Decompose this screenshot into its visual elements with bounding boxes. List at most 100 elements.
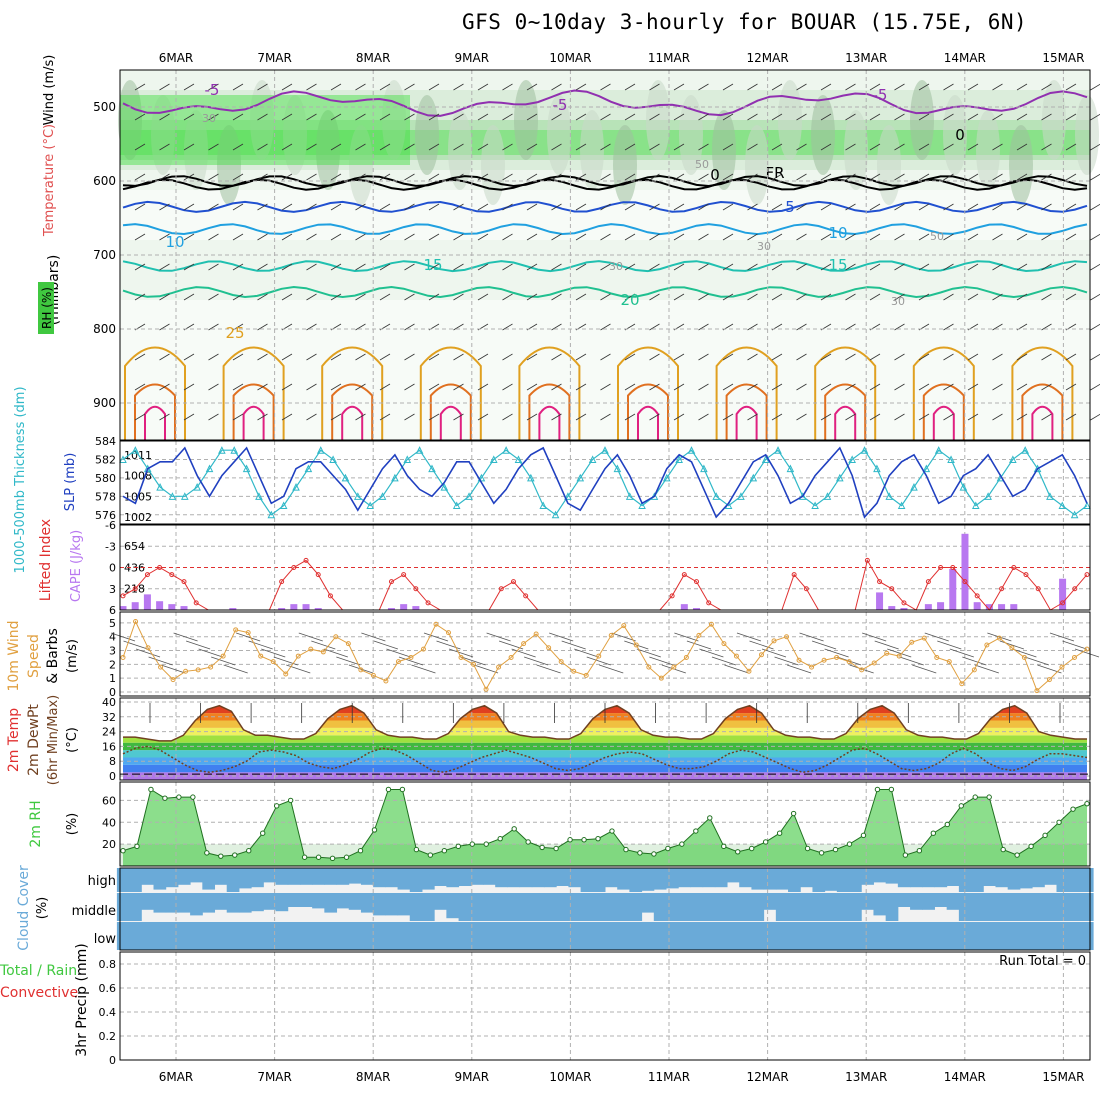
cape-bar <box>302 604 310 610</box>
cloud-bar-high <box>482 868 496 885</box>
thickness-marker <box>761 455 770 463</box>
wind-barb <box>134 353 146 361</box>
cloud-bar-low <box>373 922 386 950</box>
isotherm-25-lobe <box>124 346 186 440</box>
cloud-bar-high <box>556 868 569 886</box>
wind-barb <box>943 203 954 211</box>
temp-tick-label: 32 <box>102 711 116 724</box>
lifted-index-marker <box>669 593 675 599</box>
wind-barb <box>869 233 881 241</box>
surface-wind-barb <box>185 640 211 650</box>
wind-barb <box>428 383 440 391</box>
isotherm-line <box>122 89 1088 117</box>
surface-wind-barb <box>123 640 148 650</box>
wind-barb <box>477 413 489 421</box>
surface-wind-barb <box>448 648 474 658</box>
wind-barb <box>575 413 587 421</box>
cloud-bar-low <box>592 922 606 950</box>
wind-speed-marker <box>934 654 940 660</box>
lifted-index-panel <box>119 524 1091 611</box>
thickness-marker <box>292 482 300 491</box>
isotherm-35-lobe <box>538 405 561 440</box>
wind-barb <box>453 323 464 331</box>
wind-speed-marker <box>583 672 589 678</box>
wind-barb <box>526 353 538 361</box>
thickness-marker <box>514 455 523 463</box>
cloud-bar-high <box>348 868 362 884</box>
surface-wind-barb <box>887 648 912 658</box>
wind-barb <box>159 83 170 91</box>
rh-marker <box>693 828 699 834</box>
wind-barb <box>232 383 244 391</box>
precip-tick-label: 0.8 <box>99 958 117 971</box>
cloud-bar-high <box>202 868 216 890</box>
cloud-bar-middle <box>190 893 203 916</box>
wind-barb <box>183 293 195 301</box>
surface-wind-barb <box>949 648 974 658</box>
surface-wind-barb <box>1012 648 1037 658</box>
date-label-top: 9MAR <box>455 51 490 65</box>
wind-barb <box>649 83 660 91</box>
surface-wind-barb <box>999 640 1025 650</box>
cloud-bar-high <box>800 868 813 888</box>
temp-band <box>123 750 1087 758</box>
cloud-bar-low <box>251 922 264 950</box>
surface-wind-barb <box>824 648 849 658</box>
cloud-bar-high <box>824 868 838 891</box>
thickness-marker <box>860 446 869 454</box>
wind-barb <box>1090 233 1100 241</box>
wind-barb <box>869 413 881 421</box>
cloud-bar-high <box>1019 868 1033 889</box>
cloud-bar-middle <box>751 893 765 921</box>
thickness-tick-label: 578 <box>95 490 116 503</box>
rh-marker <box>1084 800 1090 807</box>
wind-barb <box>257 83 268 91</box>
wind-barb <box>330 353 342 361</box>
cloud-bar-high <box>409 868 423 892</box>
thickness-marker <box>749 473 758 482</box>
rh-marker <box>539 844 545 851</box>
wind-barb <box>796 353 807 361</box>
lifted-index-marker <box>999 586 1005 592</box>
thickness-marker <box>267 510 276 519</box>
cloud-level-label: low <box>94 932 117 947</box>
wind-barb <box>918 203 930 211</box>
wind-speed-marker <box>984 642 990 648</box>
rh-marker <box>748 845 755 852</box>
isotherm-30-lobe <box>627 383 669 440</box>
rh-legend-swatch <box>38 282 54 334</box>
wind-barb <box>747 293 758 301</box>
rh-contour-label: 50 <box>695 158 709 171</box>
cloud-bar-low <box>775 922 789 950</box>
wind-barb <box>183 413 195 421</box>
wind-barb <box>747 173 758 181</box>
rh-high-area <box>120 95 410 165</box>
wind-barb <box>551 83 562 91</box>
wind-barb <box>1041 83 1052 91</box>
surface-wind-barb <box>636 648 661 658</box>
wind-barb <box>208 173 219 181</box>
wind-speed-marker <box>320 649 326 655</box>
wind-barb <box>820 203 832 211</box>
wind-barb <box>992 413 1003 421</box>
wind-barb <box>257 353 268 361</box>
cloud-bar-low <box>275 922 289 950</box>
cape-bar <box>119 606 127 610</box>
thickness-marker <box>255 492 263 500</box>
wind-barb <box>477 263 489 271</box>
wind-barb <box>1041 263 1052 271</box>
wind-speed-marker <box>1034 688 1040 694</box>
isotherm-label: 5 <box>785 198 795 216</box>
wind-barb <box>649 293 660 301</box>
wind-barb <box>894 83 905 91</box>
cloud-bar-high <box>971 868 984 892</box>
wind-barb <box>992 173 1003 181</box>
wind-speed-marker <box>508 654 514 660</box>
cape-bar <box>998 604 1006 610</box>
date-label-bottom: 6MAR <box>159 1070 194 1084</box>
cloud-bar-high <box>177 868 191 885</box>
cloud-bar-middle <box>983 893 996 921</box>
wind-barb <box>918 263 930 271</box>
wind-barb <box>894 203 905 211</box>
chart-title: GFS 0~10day 3-hourly for BOUAR (15.75E, … <box>462 10 1028 34</box>
